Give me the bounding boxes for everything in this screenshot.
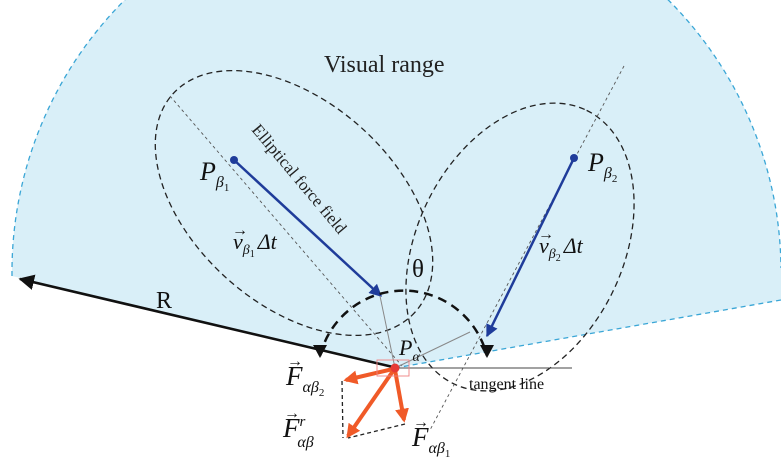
p-alpha-marker-box: [376, 359, 410, 377]
svg-text:Fαβ1: Fαβ1: [411, 422, 450, 460]
svg-text:Fαβ2: Fαβ2: [285, 361, 324, 399]
p-beta2-label: Pβ2: [587, 148, 617, 185]
svg-text:→: →: [413, 414, 429, 431]
force-vector-resultant: [346, 369, 395, 439]
angle-arc: [318, 289, 489, 357]
velocity-vector-beta2: [485, 157, 576, 338]
svg-text:vβ2Δt: vβ2Δt: [539, 233, 584, 264]
p-alpha-label: Pα: [398, 335, 420, 365]
p-beta1-label: Pβ1: [199, 157, 229, 194]
ellipse-2-axis: [429, 65, 625, 431]
tangent-label: tangent line: [469, 376, 544, 393]
visual-range-boundary: [11, 0, 781, 369]
angle-arc-arrow-left: [313, 345, 327, 358]
svg-text:vβ1Δt: vβ1Δt: [233, 229, 278, 260]
svg-text:→: →: [232, 222, 248, 239]
angle-label: θ: [412, 256, 424, 283]
v-beta1-label: → vβ1Δt: [232, 222, 278, 260]
visual-range-label: Visual range: [324, 52, 445, 78]
v-beta2-label: → vβ2Δt: [538, 226, 584, 264]
visual-range-sector: [11, 0, 781, 368]
svg-text:→: →: [284, 405, 300, 422]
point-p-beta2: [570, 154, 578, 162]
f-resultant-label: → Fr αβ: [282, 405, 314, 451]
point-p-beta1: [230, 156, 238, 164]
svg-text:→: →: [538, 226, 554, 243]
radius-arrow: [18, 274, 394, 369]
velocity-vector-beta1: [233, 159, 382, 297]
ellipse-1-axis: [169, 95, 403, 367]
connector-to-v1: [379, 295, 396, 369]
force-field-ellipse-1: [154, 69, 434, 337]
f-alpha-beta2-label: → Fαβ2: [285, 353, 324, 399]
svg-text:→: →: [287, 353, 303, 370]
f-alpha-beta1-label: → Fαβ1: [411, 414, 450, 460]
point-p-alpha: [390, 363, 400, 373]
force-vector-alpha-beta1: [393, 369, 409, 423]
force-parallelogram-side-2: [347, 423, 406, 439]
connector-to-v2: [394, 331, 471, 369]
angle-arc-arrow-right: [480, 345, 494, 358]
force-vector-alpha-beta2: [343, 367, 394, 385]
radius-label: R: [156, 288, 172, 314]
force-parallelogram-side-1: [341, 380, 344, 439]
